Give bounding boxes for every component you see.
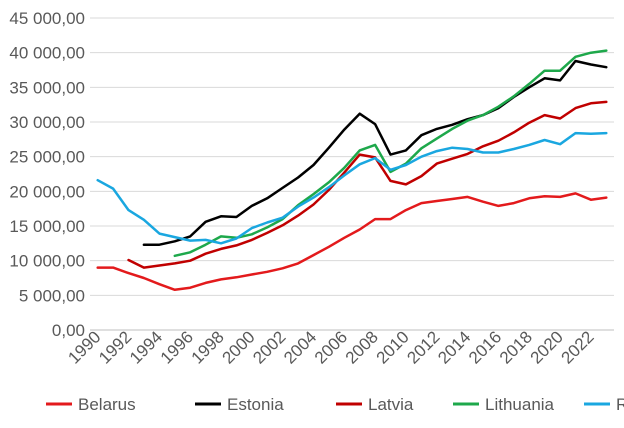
x-tick-label: 2012	[403, 327, 443, 367]
series-lines	[96, 49, 608, 292]
y-tick-label: 30 000,00	[9, 113, 85, 132]
x-axis-tick-labels: 1990199219941996199820002002200420062008…	[64, 327, 597, 367]
x-tick-label: 2000	[218, 327, 258, 367]
x-tick-label: 2008	[342, 327, 382, 367]
gridlines	[90, 17, 614, 296]
x-tick-label: 2018	[496, 327, 536, 367]
x-tick-label: 2002	[249, 327, 289, 367]
y-tick-label: 40 000,00	[9, 44, 85, 63]
x-tick-label: 2004	[280, 327, 320, 367]
legend-label-estonia: Estonia	[227, 395, 284, 414]
x-tick-label: 2010	[373, 327, 413, 367]
x-tick-label: 2014	[434, 327, 474, 367]
legend: Belarus Estonia Latvia Lithuania Russia	[46, 395, 624, 414]
series-line-belarus	[96, 192, 608, 292]
x-tick-label: 1996	[157, 327, 197, 367]
x-tick-label: 1994	[126, 327, 166, 367]
x-tick-label: 2020	[527, 327, 567, 367]
series-line-latvia	[127, 100, 608, 269]
x-tick-label: 1998	[188, 327, 228, 367]
y-tick-label: 45 000,00	[9, 9, 85, 28]
y-tick-label: 15 000,00	[9, 217, 85, 236]
y-tick-label: 35 000,00	[9, 78, 85, 97]
x-tick-label: 2016	[465, 327, 505, 367]
legend-label-lithuania: Lithuania	[485, 395, 555, 414]
x-tick-label: 2006	[311, 327, 351, 367]
series-line-estonia	[142, 59, 608, 246]
x-tick-label: 1992	[95, 327, 135, 367]
legend-label-russia: Russia	[616, 395, 624, 414]
x-tick-label: 2022	[558, 327, 598, 367]
y-tick-label: 20 000,00	[9, 182, 85, 201]
series-line-lithuania	[173, 49, 608, 258]
y-tick-label: 0,00	[52, 321, 85, 340]
y-tick-label: 5 000,00	[19, 286, 85, 305]
y-axis-tick-labels: 0,00 5 000,00 10 000,00 15 000,00 20 000,00 2…	[9, 9, 85, 340]
y-tick-label: 10 000,00	[9, 252, 85, 271]
legend-label-latvia: Latvia	[368, 395, 414, 414]
series-line-russia	[96, 131, 608, 245]
legend-label-belarus: Belarus	[78, 395, 136, 414]
y-tick-label: 25 000,00	[9, 148, 85, 167]
